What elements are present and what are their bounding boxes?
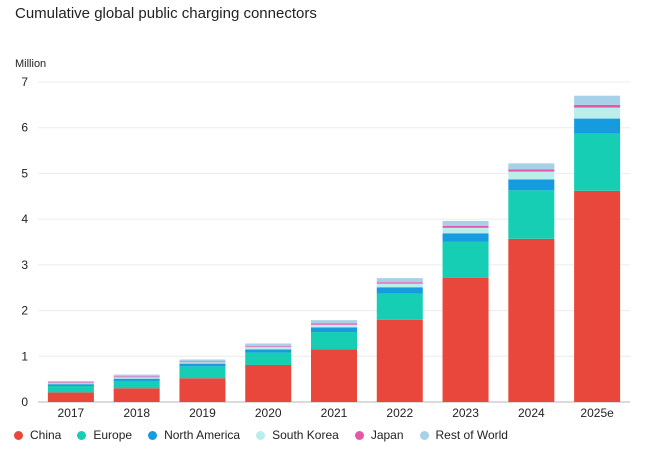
legend-swatch-icon: [354, 430, 364, 440]
y-tick-label: 0: [21, 395, 28, 409]
chart-title: Cumulative global public charging connec…: [15, 5, 317, 22]
bar-rest-of-world-2019: [179, 359, 226, 362]
legend-label: North America: [164, 428, 241, 442]
bar-japan-2017: [47, 382, 94, 384]
bar-china-2018: [113, 388, 160, 402]
bar-south-korea-2019: [179, 362, 226, 364]
bar-north-america-2024: [508, 179, 555, 191]
bar-china-2020: [245, 364, 292, 402]
bar-china-2023: [442, 277, 489, 402]
bar-china-2022: [376, 319, 423, 402]
x-tick-label: 2018: [123, 406, 150, 420]
bar-south-korea-2017: [47, 383, 94, 385]
bar-south-korea-2018: [113, 377, 160, 379]
bar-japan-2019: [179, 361, 226, 363]
bar-rest-of-world-2018: [113, 374, 160, 377]
x-tick-label: 2021: [321, 406, 348, 420]
bar-south-korea-2024: [508, 171, 555, 180]
bar-japan-2023: [442, 226, 489, 228]
bar-china-2021: [311, 349, 357, 402]
x-tick-label: 2020: [255, 406, 282, 420]
x-tick-label: 2017: [58, 406, 85, 420]
y-tick-label: 6: [21, 121, 28, 135]
bar-rest-of-world-2022: [376, 278, 423, 283]
bar-europe-2023: [442, 241, 489, 278]
bar-china-2017: [47, 392, 94, 402]
bar-south-korea-2020: [245, 347, 292, 350]
bar-japan-2021: [311, 323, 357, 325]
bar-china-2024: [508, 238, 555, 402]
bar-rest-of-world-2020: [245, 343, 292, 347]
bar-japan-2020: [245, 346, 292, 348]
bar-north-america-2021: [311, 327, 357, 333]
y-axis-unit-label: Million: [15, 58, 47, 70]
legend-label: China: [30, 428, 62, 442]
legend-label: Europe: [93, 428, 133, 442]
bar-north-america-2019: [179, 363, 226, 367]
bar-japan-2025e: [574, 104, 621, 108]
bar-europe-2017: [47, 386, 94, 393]
bar-south-korea-2022: [376, 283, 423, 288]
bar-europe-2021: [311, 332, 357, 350]
bar-rest-of-world-2023: [442, 220, 489, 226]
legend-item-europe: Europe: [77, 428, 132, 442]
legend-item-japan: Japan: [354, 428, 404, 442]
bar-europe-2019: [179, 366, 226, 379]
y-tick-label: 1: [21, 349, 28, 363]
bar-europe-2020: [245, 352, 292, 365]
legend-swatch-icon: [419, 430, 429, 440]
x-tick-label: 2023: [452, 406, 479, 420]
bar-north-america-2022: [376, 287, 423, 294]
bar-rest-of-world-2024: [508, 163, 555, 170]
legend-swatch-icon: [256, 430, 266, 440]
y-tick-label: 7: [21, 75, 28, 89]
bar-north-america-2020: [245, 349, 292, 353]
legend-item-north-america: North America: [148, 428, 240, 442]
bar-europe-2018: [113, 380, 160, 389]
legend-item-south-korea: South Korea: [256, 428, 339, 442]
y-tick-label: 5: [21, 166, 28, 180]
legend-label: South Korea: [272, 428, 339, 442]
y-tick-label: 3: [21, 258, 28, 272]
legend-item-rest-of-world: Rest of World: [419, 428, 508, 442]
bar-china-2025e: [574, 190, 621, 402]
bar-rest-of-world-2021: [311, 320, 357, 324]
bar-rest-of-world-2025e: [574, 95, 621, 105]
bar-rest-of-world-2017: [47, 380, 94, 383]
legend-swatch-icon: [14, 430, 23, 440]
bar-north-america-2025e: [574, 118, 621, 134]
x-tick-label: 2025e: [580, 406, 614, 420]
bar-north-america-2018: [113, 378, 160, 381]
bar-south-korea-2021: [311, 324, 357, 328]
bar-north-america-2017: [47, 384, 94, 386]
bar-europe-2025e: [574, 133, 621, 191]
x-tick-label: 2022: [386, 406, 413, 420]
bar-japan-2024: [508, 169, 555, 172]
bar-europe-2022: [376, 293, 423, 320]
legend-label: Japan: [370, 428, 404, 442]
legend-item-china: China: [14, 428, 61, 442]
y-tick-label: 4: [21, 212, 28, 226]
bar-south-korea-2025e: [574, 107, 621, 119]
bar-japan-2022: [376, 282, 423, 284]
bar-north-america-2023: [442, 233, 489, 242]
chart-legend: China Europe North America South Korea Japan…: [14, 428, 508, 442]
legend-swatch-icon: [77, 430, 87, 440]
legend-label: Rest of World: [435, 428, 508, 442]
x-tick-label: 2024: [518, 406, 545, 420]
y-tick-label: 2: [21, 304, 28, 318]
legend-swatch-icon: [148, 430, 158, 440]
x-tick-label: 2019: [189, 406, 216, 420]
bar-south-korea-2023: [442, 227, 489, 234]
bar-china-2019: [179, 378, 226, 402]
bar-japan-2018: [113, 376, 160, 378]
bar-europe-2024: [508, 190, 555, 239]
